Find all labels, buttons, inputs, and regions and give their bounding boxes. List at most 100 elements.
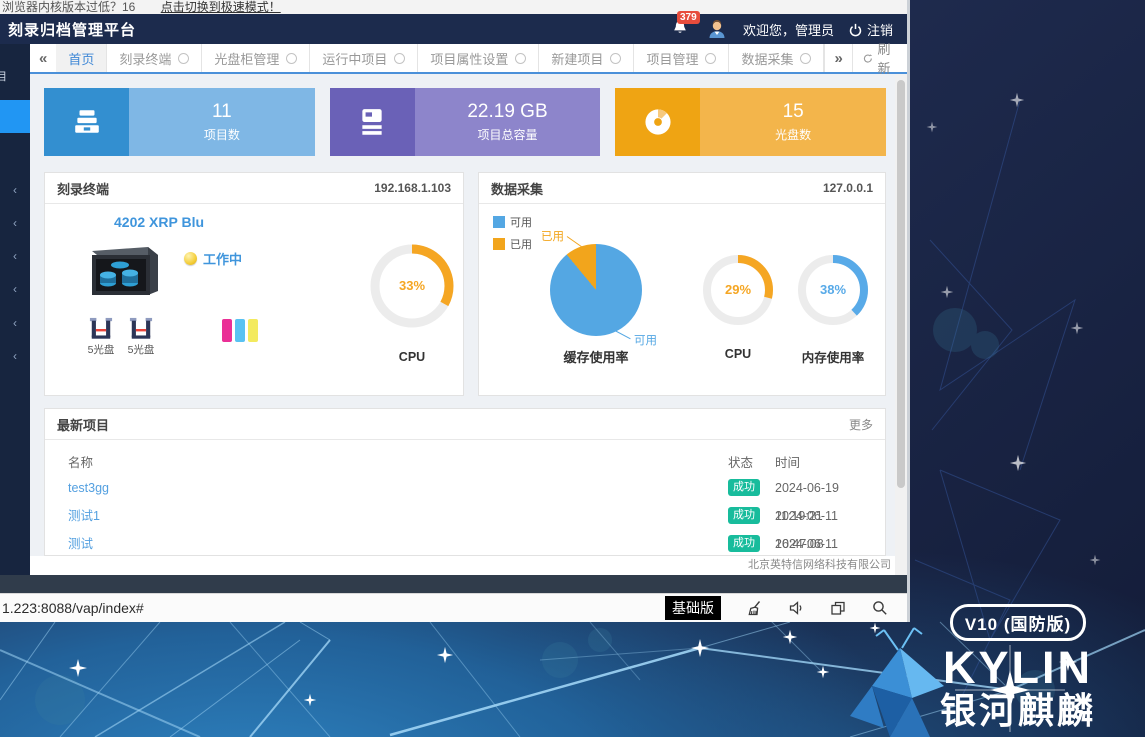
tab-label: 新建项目 <box>551 51 604 67</box>
speaker-icon <box>789 601 802 615</box>
notification-bell[interactable]: 379 <box>669 11 700 40</box>
sidebar: 目 ‹ ‹ ‹ ‹ ‹ ‹ <box>0 44 30 575</box>
pie-label-used: 已用 <box>541 231 564 243</box>
tab-close-icon[interactable] <box>610 52 622 64</box>
main-content: 11 项目数 22.19 GB <box>30 74 895 556</box>
ink-cartridges <box>222 319 258 342</box>
company-footer: 北京英特信网络科技有限公司 <box>30 556 895 575</box>
memory-percent: 38% <box>819 282 847 297</box>
memory-caption: 内存使用率 <box>801 351 865 365</box>
sidebar-item-collapsed[interactable]: ‹ <box>13 316 17 330</box>
panel-title: 最新项目 <box>57 417 110 433</box>
refresh-label: 刷新 <box>877 42 891 76</box>
project-name-link[interactable]: test3gg <box>68 481 110 495</box>
logout-label: 注销 <box>866 22 893 38</box>
tab-project-management[interactable]: 项目管理 <box>634 44 730 72</box>
column-time: 时间 <box>775 456 801 470</box>
tab-close-icon[interactable] <box>394 52 406 64</box>
collect-cpu-percent: 29% <box>724 282 752 297</box>
disc-bin-icon <box>89 317 113 339</box>
column-status: 状态 <box>728 456 754 470</box>
broom-icon <box>748 601 761 616</box>
column-name: 名称 <box>68 456 94 470</box>
tab-home[interactable]: 首页 <box>56 44 108 72</box>
collect-ip: 127.0.0.1 <box>822 181 873 195</box>
legend-swatch-used <box>493 238 505 250</box>
sidebar-partial-label: 目 <box>0 71 7 83</box>
status-badge: 成功 <box>728 535 760 552</box>
pie-title: 缓存使用率 <box>563 350 629 365</box>
logout-button[interactable]: 注销 <box>848 20 893 39</box>
memory-gauge <box>798 255 868 325</box>
tabs-scroll-right-button[interactable]: » <box>824 44 851 72</box>
tab-close-icon[interactable] <box>800 52 812 64</box>
status-dot-icon <box>184 252 197 265</box>
tab-new-project[interactable]: 新建项目 <box>539 44 635 72</box>
project-name-link[interactable]: 测试1 <box>68 509 100 523</box>
sidebar-item-collapsed[interactable]: ‹ <box>13 183 17 197</box>
bin-count-label: 5光盘 <box>87 344 115 356</box>
mute-button[interactable] <box>787 599 805 617</box>
tab-burn-terminal[interactable]: 刻录终端 <box>107 44 203 72</box>
kylin-deer-figure <box>850 627 944 737</box>
table-row: 测试1 成功 2024-06-11 16:47:08 <box>45 502 885 551</box>
sidebar-item-active[interactable] <box>0 100 30 133</box>
stat-label: 项目总容量 <box>477 127 538 142</box>
disc-icon <box>645 109 671 135</box>
tab-running-projects[interactable]: 运行中项目 <box>310 44 419 72</box>
cpu-percent: 33% <box>398 278 426 293</box>
browser-mode-button[interactable]: 基础版 <box>665 596 721 620</box>
cache-usage-pie-chart <box>550 244 642 336</box>
server-icon <box>362 109 382 135</box>
more-link[interactable]: 更多 <box>848 417 873 432</box>
legend-swatch-free <box>493 216 505 228</box>
project-time: 2024-06-11 16:47:08 <box>775 509 839 551</box>
pie-label-free: 可用 <box>634 335 657 347</box>
tab-label: 项目属性设置 <box>430 51 509 67</box>
stat-card-discs[interactable]: 15 光盘数 <box>615 88 887 156</box>
tab-close-icon[interactable] <box>286 52 298 64</box>
scrollbar-thumb[interactable] <box>897 80 905 488</box>
browser-window: 浏览器内核版本过低？16 点击切换到极速模式！ 刻录归档管理平台 379 <box>0 0 910 622</box>
stat-value: 11 <box>211 101 232 123</box>
tab-close-icon[interactable] <box>515 52 527 64</box>
tab-close-icon[interactable] <box>705 52 717 64</box>
tab-data-collection[interactable]: 数据采集 <box>729 44 825 72</box>
refresh-icon <box>863 53 872 63</box>
stat-label: 项目数 <box>203 127 240 142</box>
sidebar-item-collapsed[interactable]: ‹ <box>13 249 17 263</box>
windows-icon <box>831 601 845 615</box>
cpu-gauge <box>370 244 454 328</box>
device-status-label: 工作中 <box>203 252 243 267</box>
device-status: 工作中 <box>184 249 242 268</box>
chevron-right-double-icon: » <box>834 49 843 67</box>
tab-label: 刻录终端 <box>119 51 172 67</box>
tabs-scroll-left-button[interactable]: « <box>30 44 56 72</box>
project-name-link[interactable]: 测试 <box>68 537 94 551</box>
tab-disc-cabinet[interactable]: 光盘柜管理 <box>202 44 311 72</box>
tab-close-icon[interactable] <box>178 52 190 64</box>
ink-magenta-icon <box>222 319 232 342</box>
tab-project-properties[interactable]: 项目属性设置 <box>418 44 540 72</box>
avatar[interactable] <box>705 17 729 41</box>
device-image <box>92 247 158 295</box>
legend-label: 已用 <box>510 239 532 251</box>
sidebar-item-collapsed[interactable]: ‹ <box>13 216 17 230</box>
search-button[interactable] <box>871 599 889 617</box>
notice-link[interactable]: 点击切换到极速模式！ <box>160 0 281 14</box>
bin-count-label: 5光盘 <box>127 344 155 356</box>
panel-title: 数据采集 <box>491 181 544 197</box>
refresh-button[interactable]: 刷新 <box>851 42 907 76</box>
multi-window-button[interactable] <box>829 599 847 617</box>
device-name-link[interactable]: 4202 XRP Blu <box>114 214 205 230</box>
scrollbar[interactable] <box>895 74 907 575</box>
kylin-cn-text: 银河麒麟 <box>939 690 1096 732</box>
sidebar-item-collapsed[interactable]: ‹ <box>13 349 17 363</box>
stat-card-capacity[interactable]: 22.19 GB 项目总容量 <box>329 88 601 156</box>
tab-label: 运行中项目 <box>322 51 388 67</box>
collect-cpu-gauge <box>703 255 773 325</box>
sidebar-item-collapsed[interactable]: ‹ <box>13 282 17 296</box>
clean-button[interactable] <box>745 599 763 617</box>
stat-card-projects[interactable]: 11 项目数 <box>44 88 315 156</box>
ink-yellow-icon <box>248 319 258 342</box>
